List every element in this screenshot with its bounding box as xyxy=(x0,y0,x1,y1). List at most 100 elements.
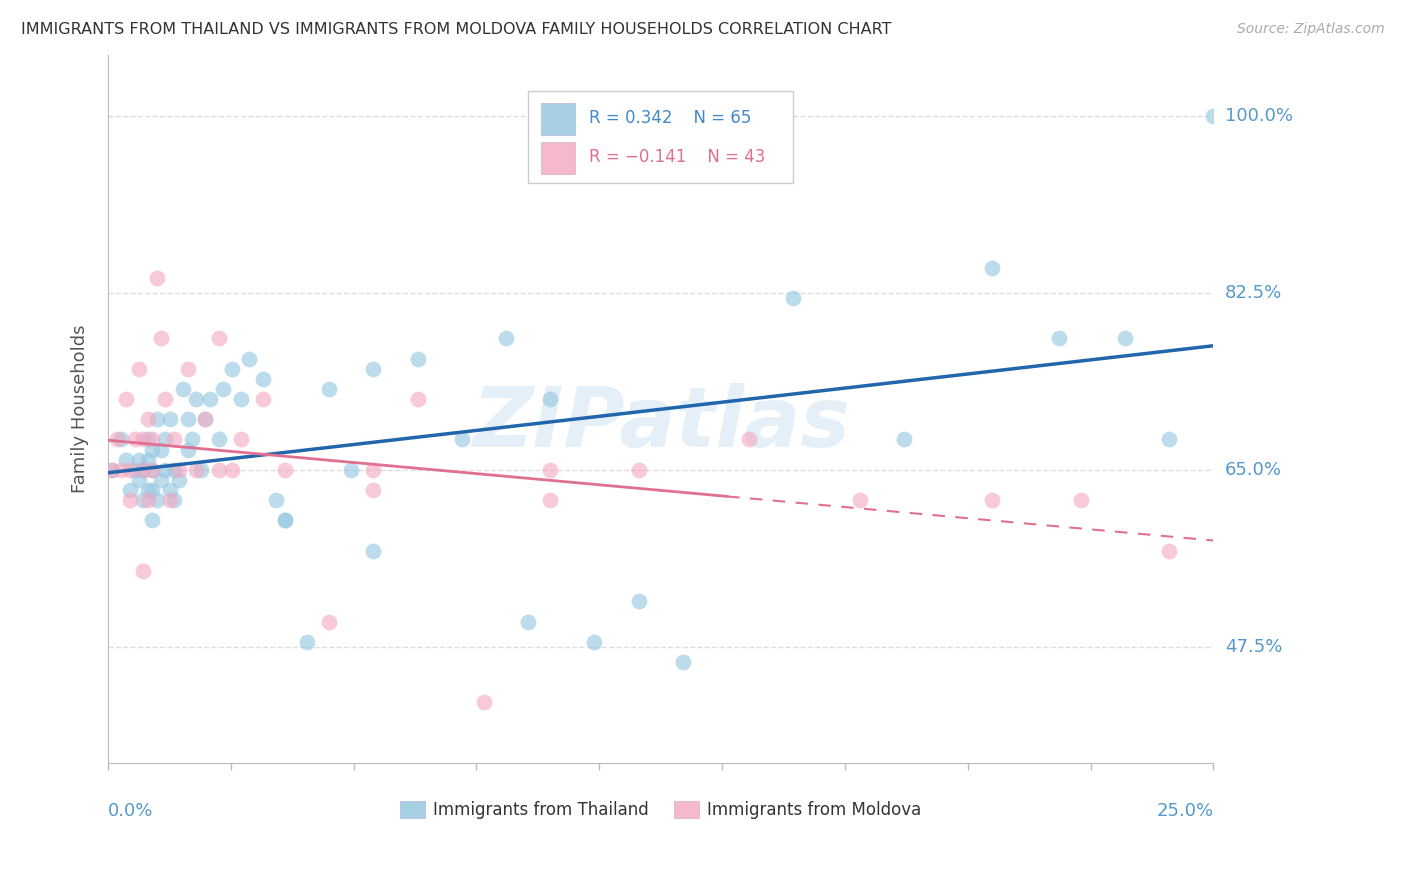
Point xyxy=(450,433,472,447)
Point xyxy=(136,433,159,447)
Point xyxy=(145,412,167,426)
Point xyxy=(1202,109,1225,123)
Text: 82.5%: 82.5% xyxy=(1225,284,1282,301)
Point xyxy=(136,452,159,467)
Point xyxy=(132,463,155,477)
Point xyxy=(1159,543,1181,558)
Point xyxy=(627,463,650,477)
Point xyxy=(120,493,142,508)
Point xyxy=(782,291,804,305)
FancyBboxPatch shape xyxy=(541,142,575,174)
Point xyxy=(176,361,198,376)
Point xyxy=(198,392,221,406)
Point xyxy=(141,483,163,497)
Point xyxy=(212,382,235,396)
Point xyxy=(132,564,155,578)
Point xyxy=(141,463,163,477)
Point xyxy=(406,392,429,406)
Point xyxy=(1070,493,1092,508)
Point xyxy=(186,463,208,477)
Point xyxy=(363,483,385,497)
Point xyxy=(981,493,1004,508)
Point xyxy=(186,392,208,406)
Point xyxy=(583,634,606,648)
Point xyxy=(207,433,229,447)
Point xyxy=(150,473,173,487)
Point xyxy=(221,361,243,376)
Point xyxy=(159,493,181,508)
Text: ZIPatlas: ZIPatlas xyxy=(472,383,849,464)
Point xyxy=(132,493,155,508)
Point xyxy=(495,331,517,345)
Point xyxy=(176,442,198,457)
FancyBboxPatch shape xyxy=(541,103,575,136)
Text: IMMIGRANTS FROM THAILAND VS IMMIGRANTS FROM MOLDOVA FAMILY HOUSEHOLDS CORRELATIO: IMMIGRANTS FROM THAILAND VS IMMIGRANTS F… xyxy=(21,22,891,37)
Point xyxy=(167,463,190,477)
Point xyxy=(238,351,260,366)
Text: 47.5%: 47.5% xyxy=(1225,638,1282,656)
Point xyxy=(517,615,540,629)
Point xyxy=(981,260,1004,275)
Text: 65.0%: 65.0% xyxy=(1225,461,1282,479)
Point xyxy=(120,463,142,477)
Point xyxy=(128,361,150,376)
Point xyxy=(229,433,252,447)
Point xyxy=(167,473,190,487)
Point xyxy=(1211,291,1233,305)
Point xyxy=(274,513,297,527)
Point xyxy=(132,433,155,447)
Point xyxy=(155,433,177,447)
Point xyxy=(101,463,124,477)
Point xyxy=(132,463,155,477)
Point xyxy=(295,634,318,648)
Point xyxy=(318,615,340,629)
Point xyxy=(145,270,167,285)
Point xyxy=(190,463,212,477)
Point xyxy=(155,463,177,477)
Point xyxy=(114,392,136,406)
Point xyxy=(163,433,186,447)
Point xyxy=(136,493,159,508)
Point xyxy=(318,382,340,396)
Point xyxy=(101,463,124,477)
Point xyxy=(672,655,695,669)
Point xyxy=(163,493,186,508)
Point xyxy=(538,493,561,508)
Point xyxy=(163,463,186,477)
Point xyxy=(172,382,194,396)
Point xyxy=(472,695,495,709)
Point xyxy=(363,361,385,376)
Point xyxy=(340,463,363,477)
Point xyxy=(141,513,163,527)
Point xyxy=(141,463,163,477)
Point xyxy=(252,392,274,406)
Point xyxy=(627,594,650,608)
Point xyxy=(128,473,150,487)
Point xyxy=(363,463,385,477)
Point xyxy=(1114,331,1136,345)
Point xyxy=(893,433,915,447)
Point xyxy=(221,463,243,477)
Point xyxy=(128,452,150,467)
FancyBboxPatch shape xyxy=(529,91,793,183)
Point xyxy=(105,433,128,447)
Point xyxy=(1159,433,1181,447)
Point xyxy=(848,493,870,508)
Point xyxy=(176,412,198,426)
Point xyxy=(538,463,561,477)
Point xyxy=(252,372,274,386)
Point xyxy=(120,483,142,497)
Point xyxy=(114,452,136,467)
Point xyxy=(150,331,173,345)
Point xyxy=(141,433,163,447)
Point xyxy=(110,463,132,477)
Point xyxy=(124,433,146,447)
Text: R = 0.342    N = 65: R = 0.342 N = 65 xyxy=(589,109,751,128)
Point xyxy=(406,351,429,366)
Point xyxy=(141,442,163,457)
Legend: Immigrants from Thailand, Immigrants from Moldova: Immigrants from Thailand, Immigrants fro… xyxy=(394,794,928,826)
Point xyxy=(150,442,173,457)
Point xyxy=(274,513,297,527)
Point xyxy=(194,412,217,426)
Point xyxy=(124,463,146,477)
